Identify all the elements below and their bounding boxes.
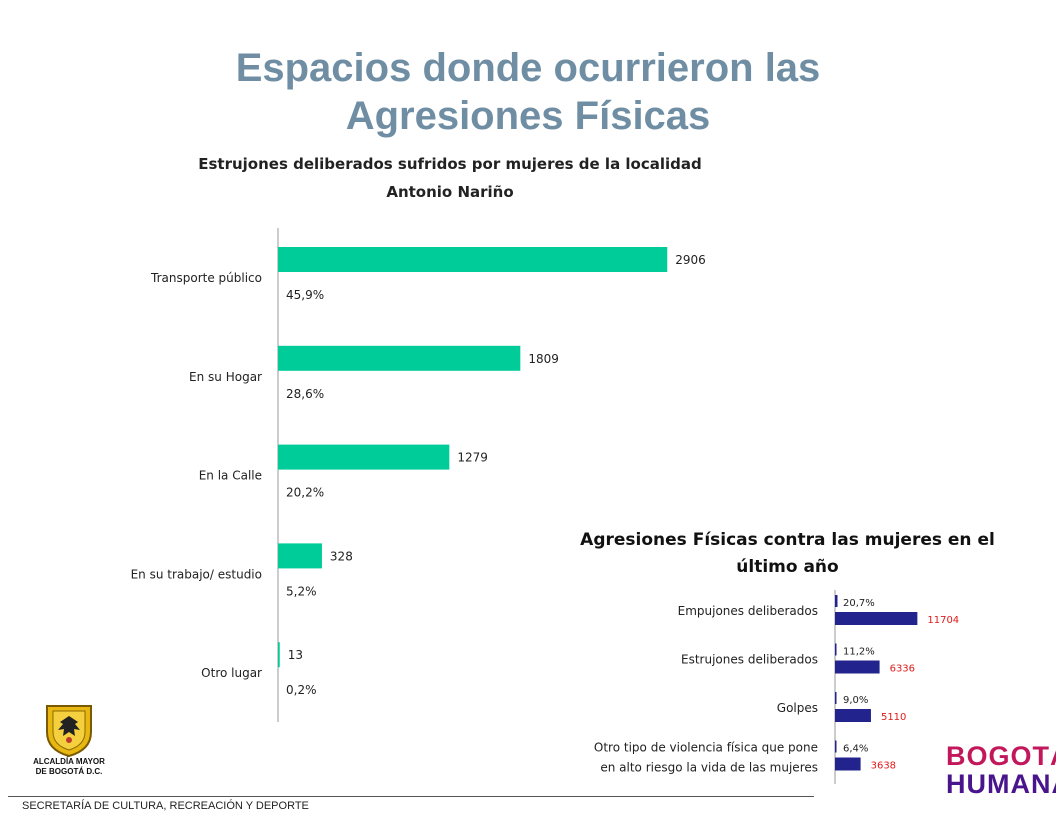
chart1-percent-label: 20,2% (286, 486, 324, 500)
chart2-count-bar (835, 709, 871, 722)
chart2-category-label: en alto riesgo la vida de las mujeres (600, 761, 818, 775)
chart1-bar (278, 247, 668, 272)
chart2-count-label: 5110 (881, 712, 906, 723)
chart1-title: Estrujones deliberados sufridos por muje… (150, 150, 750, 206)
bogota-humana-logo: BOGOTÁ HUMANA (946, 741, 1056, 804)
chart1-category-label: En su trabajo/ estudio (131, 567, 262, 581)
humana-wordmark: HUMANA (946, 769, 1056, 799)
page-title: Espacios donde ocurrieron las Agresiones… (0, 44, 1056, 140)
chart1-title-line-2: Antonio Nariño (386, 183, 514, 201)
chart2-percent-bar (835, 740, 837, 753)
chart2-title: Agresiones Físicas contra las mujeres en… (555, 527, 1020, 581)
chart2-category-label: Estrujones deliberados (681, 653, 818, 667)
chart1-title-line-1: Estrujones deliberados sufridos por muje… (198, 155, 702, 173)
bogota-wordmark: BOGOTÁ (946, 741, 1056, 771)
alcaldia-label-line-1: ALCALDÍA MAYOR (33, 757, 105, 766)
chart1-category-label: Transporte público (150, 271, 262, 285)
chart1-bar (278, 642, 280, 668)
footer-text: SECRETARÍA DE CULTURA, RECREACIÓN Y DEPO… (22, 800, 309, 812)
footer-divider (8, 796, 814, 797)
chart2-category-label: Golpes (777, 701, 818, 715)
chart1-bar (278, 444, 450, 470)
chart1-value-label: 328 (330, 549, 353, 563)
chart1-category-label: En la Calle (199, 469, 262, 483)
chart2-count-label: 6336 (890, 664, 915, 675)
chart1-value-label: 2906 (675, 253, 706, 267)
chart2-percent-bar (835, 595, 838, 607)
chart1-value-label: 1809 (528, 352, 559, 366)
chart1-category-label: En su Hogar (189, 370, 262, 384)
chart2-percent-bar (835, 643, 837, 656)
chart2-percent-label: 9,0% (843, 695, 868, 706)
chart1-value-label: 1279 (457, 451, 488, 465)
chart2-title-line-1: Agresiones Físicas contra las mujeres en… (580, 530, 995, 550)
chart2-count-label: 11704 (927, 615, 959, 626)
chart2-percent-bar (835, 692, 837, 704)
chart1-percent-label: 28,6% (286, 387, 324, 401)
chart2-count-bar (835, 612, 918, 625)
chart2-category-label: Otro tipo de violencia física que pone (594, 741, 818, 755)
alcaldia-logo: ALCALDÍA MAYOR DE BOGOTÁ D.C. (14, 702, 124, 792)
chart1-percent-label: 45,9% (286, 288, 324, 302)
chart2-count-bar (835, 660, 880, 674)
chart2-percent-label: 6,4% (843, 744, 868, 755)
page-title-line-2: Agresiones Físicas (345, 94, 711, 138)
chart1-bar (278, 543, 322, 569)
chart2-count-bar (835, 757, 861, 771)
chart2-percent-label: 11,2% (843, 647, 875, 658)
chart2-count-label: 3638 (871, 761, 896, 772)
chart1-category-label: Otro lugar (201, 666, 262, 680)
chart1-percent-label: 0,2% (286, 683, 317, 697)
page-title-line-1: Espacios donde ocurrieron las (235, 46, 821, 90)
coat-of-arms-icon (46, 705, 92, 758)
chart1-value-label: 13 (288, 648, 303, 662)
alcaldia-label-line-2: DE BOGOTÁ D.C. (35, 767, 103, 776)
chart2-percent-label: 20,7% (843, 598, 875, 609)
chart2-title-line-2: último año (736, 557, 839, 577)
chart1-percent-label: 5,2% (286, 584, 317, 598)
chart1-bar (278, 345, 521, 371)
chart2-category-label: Empujones deliberados (678, 604, 818, 618)
